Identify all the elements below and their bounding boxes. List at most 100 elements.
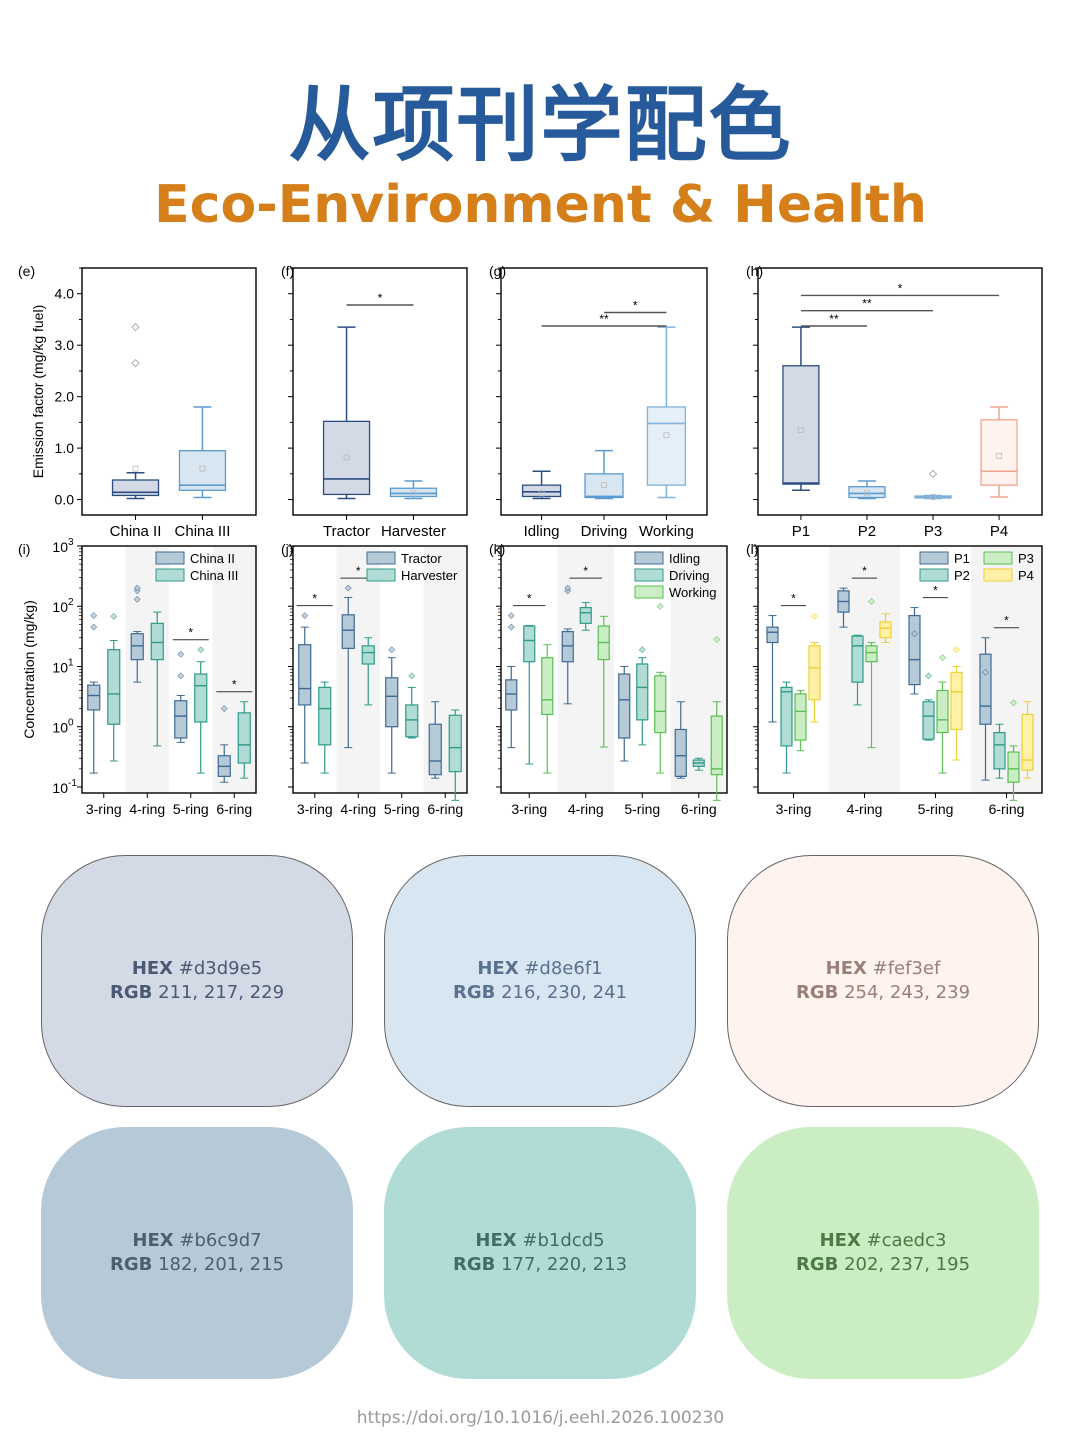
significance-mark: *: [898, 281, 903, 295]
x-tick-label: 5-ring: [624, 801, 660, 817]
x-tick-label: 4-ring: [847, 801, 883, 817]
box: [922, 701, 935, 740]
x-tick-label: Working: [639, 523, 694, 540]
outlier-point: [177, 650, 185, 658]
x-tick-label: P1: [792, 523, 810, 540]
color-swatch-1: HEX #d3d9e5 RGB 211, 217, 229: [41, 855, 353, 1107]
box: [178, 450, 227, 491]
significance-mark: *: [583, 564, 588, 578]
hex-label: HEX: [825, 958, 867, 979]
category-band: [336, 546, 380, 793]
box: [794, 693, 807, 741]
box: [782, 365, 820, 485]
box: [780, 686, 793, 747]
legend-label: Harvester: [401, 568, 458, 583]
rgb-label: RGB: [452, 982, 496, 1003]
box: [405, 704, 419, 738]
x-tick-label: Idling: [524, 523, 560, 540]
box: [150, 622, 164, 661]
y-tick-label: 1.0: [55, 440, 75, 456]
hex-label: HEX: [131, 958, 174, 979]
legend-swatch: [919, 568, 949, 582]
legend-label: Driving: [669, 568, 709, 583]
page-title: 从项刊学配色: [288, 78, 793, 173]
significance-mark: **: [599, 312, 609, 326]
color-swatch-5: HEX #b1dcd5 RGB 177, 220, 213: [384, 1127, 696, 1379]
hex-value: #b1dcd5: [522, 1230, 605, 1251]
box: [654, 675, 667, 734]
box: [584, 473, 624, 499]
panel-frame: [81, 267, 257, 516]
x-tick-label: P3: [924, 523, 942, 540]
hex-label: HEX: [475, 1230, 517, 1251]
x-tick-label: 6-ring: [681, 801, 717, 817]
outlier-point: [507, 623, 515, 631]
rgb-label: RGB: [795, 1254, 839, 1275]
box: [618, 673, 631, 739]
outlier-point: [811, 612, 818, 620]
box: [851, 635, 864, 683]
category-band: [829, 546, 900, 793]
rgb-value: 202, 237, 195: [844, 1254, 971, 1275]
x-tick-label: China II: [110, 523, 162, 540]
box: [318, 686, 332, 746]
legend-label: Working: [669, 585, 716, 600]
box: [646, 406, 687, 486]
box: [980, 419, 1018, 486]
box: [848, 486, 886, 499]
category-band: [125, 546, 169, 793]
outlier-point: [713, 636, 721, 643]
mean-marker: [663, 432, 670, 439]
box: [561, 630, 574, 663]
x-tick-label: 4-ring: [568, 801, 604, 817]
hex-value: #d3d9e5: [178, 958, 263, 979]
panel-g: (g)Idling Driving Working***: [489, 263, 708, 540]
outlier-point: [301, 612, 309, 620]
outlier-point: [90, 623, 98, 631]
significance-mark: **: [829, 312, 839, 326]
mean-marker: [538, 490, 545, 497]
x-tick-label: 5-ring: [384, 801, 420, 817]
mean-marker: [343, 454, 350, 461]
doi-link[interactable]: https://doi.org/10.1016/j.eehl.2026.1002…: [356, 1408, 725, 1428]
legend-swatch: [155, 568, 185, 582]
significance-mark: *: [527, 592, 532, 606]
box: [389, 487, 438, 498]
rgb-value: 254, 243, 239: [844, 982, 971, 1003]
rgb-label: RGB: [452, 1254, 496, 1275]
y-tick-label: 10: [52, 659, 68, 675]
mean-marker: [864, 490, 870, 497]
legend-swatch: [983, 551, 1013, 565]
outlier-point: [982, 668, 989, 676]
significance-mark: *: [312, 592, 317, 606]
legend-label: Tractor: [401, 551, 442, 566]
outlier-point: [939, 654, 946, 662]
box: [428, 723, 442, 776]
outlier-point: [110, 612, 118, 620]
mean-marker: [410, 490, 417, 497]
box: [908, 614, 921, 686]
box: [950, 671, 963, 731]
legend-swatch: [155, 551, 185, 565]
outlier-point: [408, 672, 416, 680]
hex-label: HEX: [477, 958, 519, 979]
box: [237, 712, 251, 764]
hex-value: #caedc3: [866, 1230, 947, 1251]
panel-label: (k): [489, 541, 505, 557]
rgb-value: 177, 220, 213: [501, 1254, 628, 1275]
significance-mark: *: [232, 678, 237, 692]
y-tick-exponent: 1: [68, 657, 74, 668]
y-tick-label: 10: [52, 539, 68, 555]
x-tick-label: P4: [990, 523, 1008, 540]
box: [107, 649, 121, 725]
panel-label: (j): [281, 541, 293, 557]
significance-mark: *: [1004, 614, 1009, 628]
box: [979, 653, 992, 725]
mean-marker: [996, 452, 1002, 459]
box: [448, 714, 462, 773]
significance-mark: **: [862, 297, 872, 311]
box: [936, 689, 949, 734]
box: [1007, 751, 1020, 783]
box: [87, 684, 101, 711]
box: [505, 679, 518, 711]
